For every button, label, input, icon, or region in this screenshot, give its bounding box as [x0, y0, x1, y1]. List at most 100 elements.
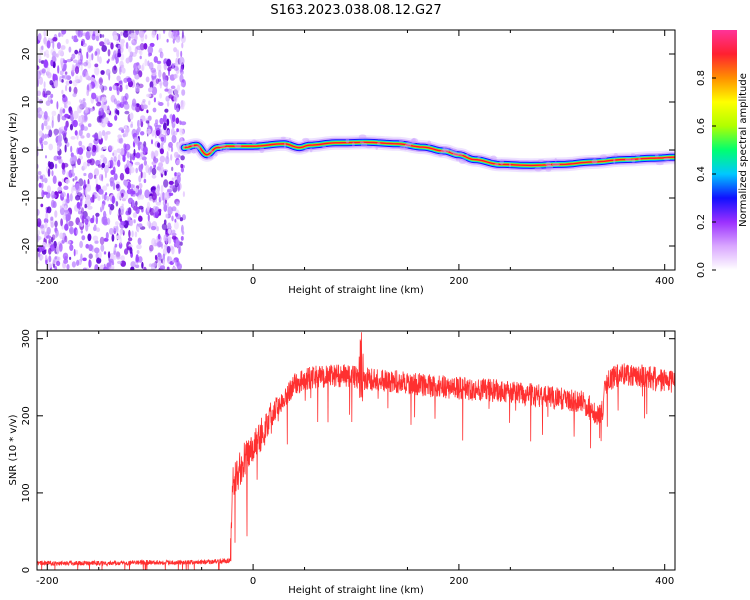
noise-speck [102, 112, 105, 120]
noise-speck [96, 102, 102, 107]
noise-speck [166, 246, 171, 254]
ridge-speck [591, 158, 598, 165]
noise-speck [50, 221, 54, 228]
ridge-speck [283, 142, 286, 148]
noise-speck [79, 48, 82, 53]
noise-speck [166, 118, 170, 127]
noise-speck [157, 33, 162, 40]
ridge-speck [624, 158, 632, 162]
noise-speck [138, 223, 143, 228]
ridge-speck [191, 148, 196, 154]
noise-speck [135, 200, 138, 207]
noise-speck [86, 51, 89, 59]
noise-speck [173, 47, 178, 53]
noise-speck [57, 145, 60, 152]
noise-speck [179, 129, 185, 136]
ridge-speck [411, 138, 416, 144]
noise-speck [158, 208, 162, 213]
noise-speck [44, 222, 48, 229]
noise-speck [88, 30, 92, 37]
noise-speck [87, 123, 92, 128]
noise-speck [54, 265, 58, 270]
noise-speck [137, 237, 142, 245]
noise-speck [86, 132, 91, 138]
ridge-speck [452, 152, 460, 157]
noise-speck [163, 63, 167, 71]
snr-series [37, 332, 675, 570]
noise-speck [140, 151, 146, 158]
noise-speck [56, 260, 61, 267]
noise-speck [107, 122, 113, 128]
ridge-speck [191, 143, 194, 148]
noise-speck [108, 145, 114, 151]
noise-speck [72, 119, 78, 128]
noise-speck [46, 226, 51, 235]
noise-speck [167, 66, 172, 72]
noise-speck [143, 178, 147, 184]
noise-speck [43, 36, 47, 45]
noise-speck [58, 32, 61, 38]
noise-speck [154, 150, 159, 157]
noise-speck [66, 142, 70, 147]
noise-speck [101, 45, 107, 52]
noise-speck [158, 162, 164, 168]
noise-speck [114, 243, 118, 248]
noise-speck [106, 195, 110, 202]
noise-speck [82, 161, 88, 170]
noise-speck [147, 52, 151, 57]
noise-speck [38, 182, 42, 188]
noise-speck [158, 102, 164, 106]
colorbar-gradient [712, 30, 737, 270]
noise-speck [79, 240, 83, 249]
noise-speck [54, 210, 58, 218]
colorbar-tick-label: 0.6 [696, 118, 707, 134]
ridge-speck [225, 146, 230, 152]
noise-region [37, 30, 187, 270]
noise-speck [128, 207, 132, 215]
noise-speck [155, 256, 159, 264]
noise-speck [94, 264, 99, 270]
noise-speck [159, 265, 166, 270]
noise-speck [136, 250, 140, 254]
noise-speck [163, 179, 169, 188]
spectrogram-panel: -200 0 200 400 -20 -10 0 10 20 Height of straigh… [8, 29, 676, 296]
noise-speck [167, 222, 172, 229]
noise-speck [180, 121, 187, 126]
noise-speck [58, 49, 64, 56]
noise-speck [95, 215, 99, 225]
noise-speck [135, 152, 141, 159]
ridge-speck [545, 165, 554, 170]
noise-speck [115, 49, 118, 57]
noise-speck [64, 205, 67, 210]
ridge-speck [490, 155, 497, 161]
noise-speck [147, 45, 154, 55]
noise-speck [83, 126, 88, 131]
ridge-speck [456, 158, 461, 162]
noise-speck [54, 163, 58, 169]
noise-speck [116, 87, 120, 96]
noise-speck [155, 201, 162, 206]
noise-speck [153, 122, 159, 128]
ridge-speck [404, 143, 412, 148]
noise-speck [73, 248, 76, 257]
noise-speck [110, 180, 114, 187]
noise-speck [56, 101, 59, 110]
noise-speck [149, 222, 154, 228]
noise-speck [68, 220, 74, 227]
noise-speck [102, 156, 108, 165]
noise-speck [162, 30, 166, 34]
noise-speck [89, 107, 94, 112]
noise-speck [134, 74, 140, 80]
noise-speck [73, 38, 79, 43]
noise-speck [117, 134, 122, 139]
ridge-speck [545, 169, 552, 172]
noise-speck [180, 236, 184, 241]
noise-speck [60, 218, 63, 227]
noise-speck [153, 212, 159, 219]
noise-speck [44, 177, 48, 184]
noise-speck [66, 197, 70, 204]
noise-speck [75, 75, 79, 83]
noise-speck [113, 98, 118, 105]
noise-speck [143, 160, 147, 166]
